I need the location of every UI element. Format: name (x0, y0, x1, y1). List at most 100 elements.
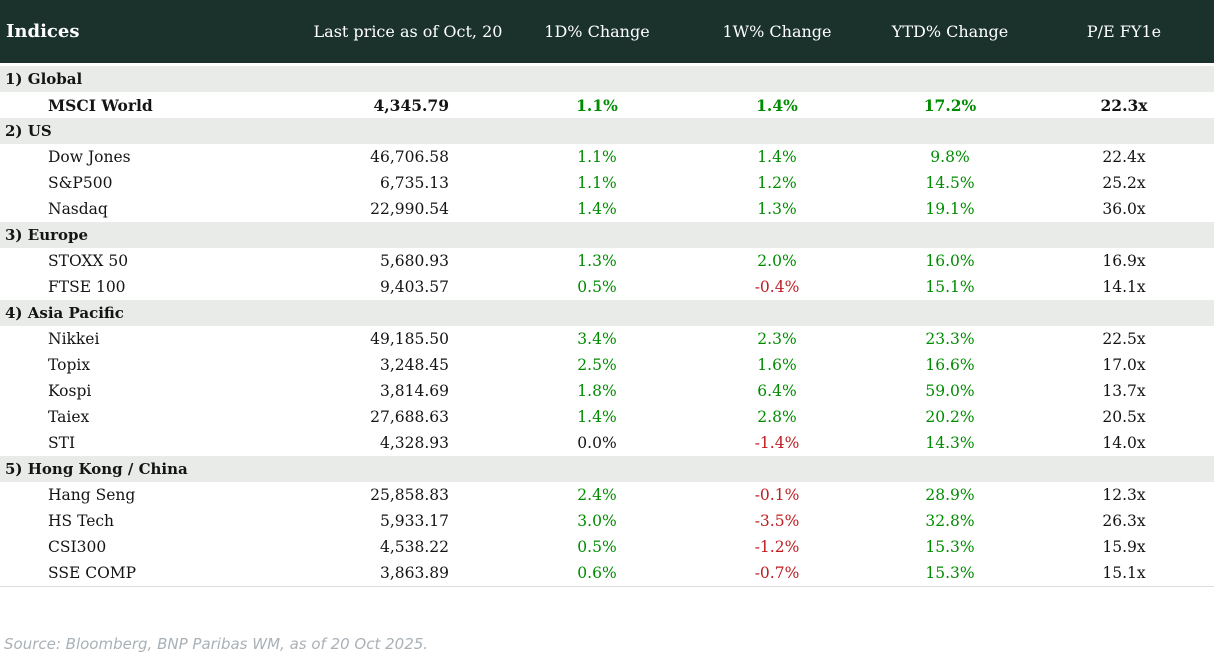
change-1d-cell: 1.3% (577, 252, 617, 270)
last-price-cell: 4,538.22 (379, 538, 449, 556)
change-ytd-cell: 20.2% (925, 408, 975, 426)
last-price-cell: 3,863.89 (379, 564, 449, 582)
change-1w-cell: 2.3% (757, 330, 797, 348)
last-price-cell: 6,735.13 (379, 174, 449, 192)
section-row: 5) Hong Kong / China (0, 456, 1214, 482)
table-row: SSE COMP 3,863.89 0.6% -0.7% 15.3% 15.1x (0, 560, 1214, 586)
change-1w-cell: -3.5% (754, 512, 800, 530)
table-row: STI 4,328.93 0.0% -1.4% 14.3% 14.0x (0, 430, 1214, 456)
table-body: 1) Global MSCI World 4,345.79 1.1% 1.4% 17.2%… (0, 66, 1214, 587)
table-header-row: Indices Last price as of Oct, 20 1D% Cha… (0, 0, 1214, 63)
change-1d-cell: 2.5% (577, 356, 617, 374)
last-price-cell: 4,328.93 (379, 434, 449, 452)
source-note: Source: Bloomberg, BNP Paribas WM, as of… (4, 635, 429, 653)
change-ytd-cell: 15.1% (925, 278, 975, 296)
col-header-pe-fy1e: P/E FY1e (1086, 22, 1162, 41)
col-header-1w-change: 1W% Change (722, 22, 832, 41)
index-name-cell: Nasdaq (48, 200, 108, 218)
pe-cell: 20.5x (1102, 408, 1146, 426)
pe-cell: 26.3x (1102, 512, 1146, 530)
change-ytd-cell: 19.1% (925, 200, 975, 218)
pe-cell: 17.0x (1102, 356, 1146, 374)
change-1w-cell: 1.4% (757, 148, 797, 166)
table-row: S&P500 6,735.13 1.1% 1.2% 14.5% 25.2x (0, 170, 1214, 196)
index-name-cell: MSCI World (48, 95, 153, 115)
table-row: HS Tech 5,933.17 3.0% -3.5% 32.8% 26.3x (0, 508, 1214, 534)
change-1w-cell: -0.1% (754, 486, 800, 504)
change-ytd-cell: 15.3% (925, 564, 975, 582)
table-row: Dow Jones 46,706.58 1.1% 1.4% 9.8% 22.4x (0, 144, 1214, 170)
change-1d-cell: 1.8% (577, 382, 617, 400)
change-1w-cell: 6.4% (757, 382, 797, 400)
change-1w-cell: -1.2% (754, 538, 800, 556)
change-1w-cell: 2.8% (757, 408, 797, 426)
change-ytd-cell: 28.9% (925, 486, 975, 504)
last-price-cell: 3,248.45 (379, 356, 449, 374)
last-price-cell: 5,933.17 (379, 512, 449, 530)
change-1w-cell: 1.2% (757, 174, 797, 192)
pe-cell: 15.1x (1102, 564, 1146, 582)
change-1w-cell: 1.4% (756, 95, 798, 115)
index-name-cell: FTSE 100 (48, 278, 126, 296)
change-1d-cell: 3.4% (577, 330, 617, 348)
pe-cell: 14.1x (1102, 278, 1146, 296)
change-1w-cell: 2.0% (757, 252, 797, 270)
index-name-cell: CSI300 (48, 538, 107, 556)
change-1d-cell: 1.4% (577, 408, 617, 426)
change-1d-cell: 3.0% (577, 512, 617, 530)
table-row: Nasdaq 22,990.54 1.4% 1.3% 19.1% 36.0x (0, 196, 1214, 222)
change-ytd-cell: 14.3% (925, 434, 975, 452)
change-1d-cell: 0.5% (577, 278, 617, 296)
pe-cell: 22.4x (1102, 148, 1146, 166)
table-row: CSI300 4,538.22 0.5% -1.2% 15.3% 15.9x (0, 534, 1214, 560)
table-row: STOXX 50 5,680.93 1.3% 2.0% 16.0% 16.9x (0, 248, 1214, 274)
last-price-cell: 46,706.58 (370, 148, 449, 166)
change-1d-cell: 1.1% (577, 174, 617, 192)
index-name-cell: S&P500 (48, 174, 113, 192)
index-name-cell: Kospi (48, 382, 92, 400)
change-ytd-cell: 32.8% (925, 512, 975, 530)
change-1w-cell: -0.7% (754, 564, 800, 582)
change-ytd-cell: 59.0% (925, 382, 975, 400)
change-1d-cell: 0.0% (577, 434, 617, 452)
change-1w-cell: -1.4% (754, 434, 800, 452)
last-price-cell: 3,814.69 (379, 382, 449, 400)
index-name-cell: STOXX 50 (48, 252, 129, 270)
last-price-cell: 4,345.79 (373, 95, 449, 115)
pe-cell: 22.3x (1100, 95, 1148, 115)
change-ytd-cell: 15.3% (925, 538, 975, 556)
col-header-last-price: Last price as of Oct, 20 (313, 22, 503, 41)
last-price-cell: 49,185.50 (370, 330, 449, 348)
pe-cell: 13.7x (1102, 382, 1146, 400)
pe-cell: 16.9x (1102, 252, 1146, 270)
change-1w-cell: -0.4% (754, 278, 800, 296)
index-name-cell: Dow Jones (48, 148, 131, 166)
section-row: 4) Asia Pacific (0, 300, 1214, 326)
last-price-cell: 22,990.54 (370, 200, 449, 218)
table-title: Indices (6, 21, 80, 42)
change-1d-cell: 0.5% (577, 538, 617, 556)
change-ytd-cell: 9.8% (930, 148, 970, 166)
last-price-cell: 27,688.63 (370, 408, 449, 426)
table-row: FTSE 100 9,403.57 0.5% -0.4% 15.1% 14.1x (0, 274, 1214, 300)
index-name-cell: Hang Seng (48, 486, 136, 504)
index-name-cell: Nikkei (48, 330, 100, 348)
pe-cell: 36.0x (1102, 200, 1146, 218)
change-1d-cell: 2.4% (577, 486, 617, 504)
last-price-cell: 25,858.83 (370, 486, 449, 504)
table-row: Taiex 27,688.63 1.4% 2.8% 20.2% 20.5x (0, 404, 1214, 430)
change-1d-cell: 1.4% (577, 200, 617, 218)
pe-cell: 14.0x (1102, 434, 1146, 452)
pe-cell: 15.9x (1102, 538, 1146, 556)
section-row: 1) Global (0, 66, 1214, 92)
change-ytd-cell: 23.3% (925, 330, 975, 348)
table-row: Topix 3,248.45 2.5% 1.6% 16.6% 17.0x (0, 352, 1214, 378)
pe-cell: 22.5x (1102, 330, 1146, 348)
change-ytd-cell: 17.2% (923, 95, 977, 115)
change-1d-cell: 0.6% (577, 564, 617, 582)
last-price-cell: 9,403.57 (379, 278, 449, 296)
col-header-1d-change: 1D% Change (544, 22, 650, 41)
change-1d-cell: 1.1% (577, 148, 617, 166)
index-name-cell: SSE COMP (48, 564, 137, 582)
change-1w-cell: 1.3% (757, 200, 797, 218)
